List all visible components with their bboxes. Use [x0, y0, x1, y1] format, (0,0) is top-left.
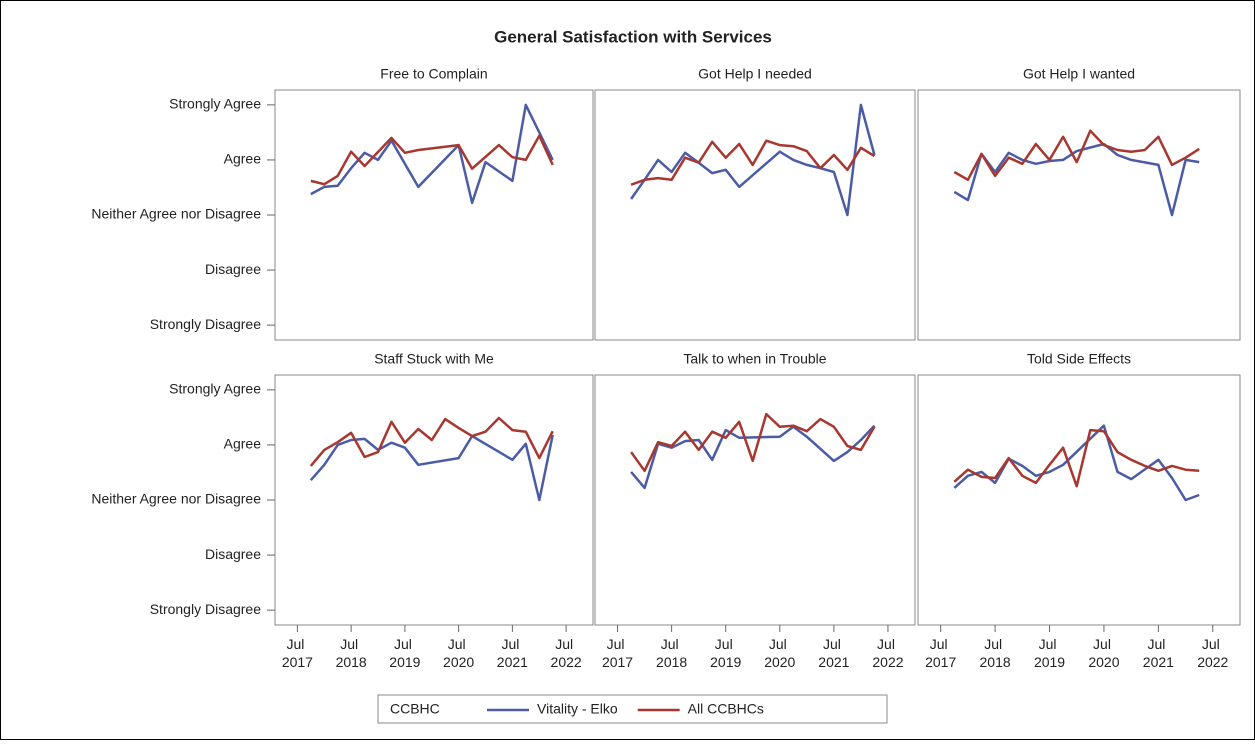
series-line — [630, 424, 876, 490]
x-tick-label: Jul 2017 — [282, 636, 313, 670]
x-tick-label: Jul 2017 — [602, 636, 633, 670]
y-tick-label: Agree — [224, 151, 262, 167]
series-line — [309, 434, 554, 502]
series-line — [953, 428, 1200, 488]
panel-frame — [917, 89, 1241, 341]
y-tick-label: Disagree — [205, 546, 261, 562]
legend-label: Vitality - Elko — [537, 701, 618, 717]
x-tick-label: Jul 2021 — [1143, 636, 1174, 670]
series-line — [630, 139, 876, 186]
panel-title: Got Help I needed — [698, 66, 812, 82]
panel-frame — [917, 374, 1241, 626]
legend-label: All CCBHCs — [688, 701, 764, 717]
y-tick-label: Strongly Agree — [169, 96, 261, 112]
panel-title: Got Help I wanted — [1023, 66, 1135, 82]
x-tick-label: Jul 2019 — [710, 636, 741, 670]
series-line — [310, 103, 554, 205]
x-tick-label: Jul 2019 — [389, 636, 420, 670]
y-tick-label: Neither Agree nor Disagree — [91, 206, 261, 222]
x-tick-label: Jul 2022 — [872, 636, 903, 670]
chart-title: General Satisfaction with Services — [494, 27, 772, 46]
series-line — [953, 129, 1200, 182]
y-tick-label: Disagree — [205, 261, 261, 277]
panel-frame — [594, 89, 916, 341]
panel-title: Staff Stuck with Me — [374, 351, 494, 367]
x-tick-label: Jul 2017 — [925, 636, 956, 670]
legend-frame — [377, 694, 888, 724]
x-tick-label: Jul 2019 — [1034, 636, 1065, 670]
x-tick-label: Jul 2020 — [764, 636, 795, 670]
y-tick-label: Strongly Disagree — [150, 601, 261, 617]
y-tick-label: Neither Agree nor Disagree — [91, 491, 261, 507]
panel-frame — [594, 374, 916, 626]
series-line — [630, 412, 876, 473]
x-tick-label: Jul 2021 — [818, 636, 849, 670]
legend-title: CCBHC — [390, 701, 440, 717]
x-tick-label: Jul 2018 — [656, 636, 687, 670]
y-tick-label: Strongly Disagree — [150, 316, 261, 332]
series-line — [309, 416, 554, 467]
x-tick-label: Jul 2018 — [336, 636, 367, 670]
series-line — [953, 142, 1200, 217]
panel-title: Told Side Effects — [1027, 351, 1131, 367]
series-line — [310, 134, 554, 186]
x-tick-label: Jul 2021 — [497, 636, 528, 670]
series-line — [630, 103, 876, 217]
y-tick-label: Agree — [224, 436, 262, 452]
y-tick-label: Strongly Agree — [169, 381, 261, 397]
panel-title: Free to Complain — [380, 66, 487, 82]
panel-title: Talk to when in Trouble — [683, 351, 826, 367]
x-tick-label: Jul 2022 — [1197, 636, 1228, 670]
x-tick-label: Jul 2020 — [1088, 636, 1119, 670]
x-tick-label: Jul 2020 — [443, 636, 474, 670]
x-tick-label: Jul 2022 — [551, 636, 582, 670]
x-tick-label: Jul 2018 — [980, 636, 1011, 670]
